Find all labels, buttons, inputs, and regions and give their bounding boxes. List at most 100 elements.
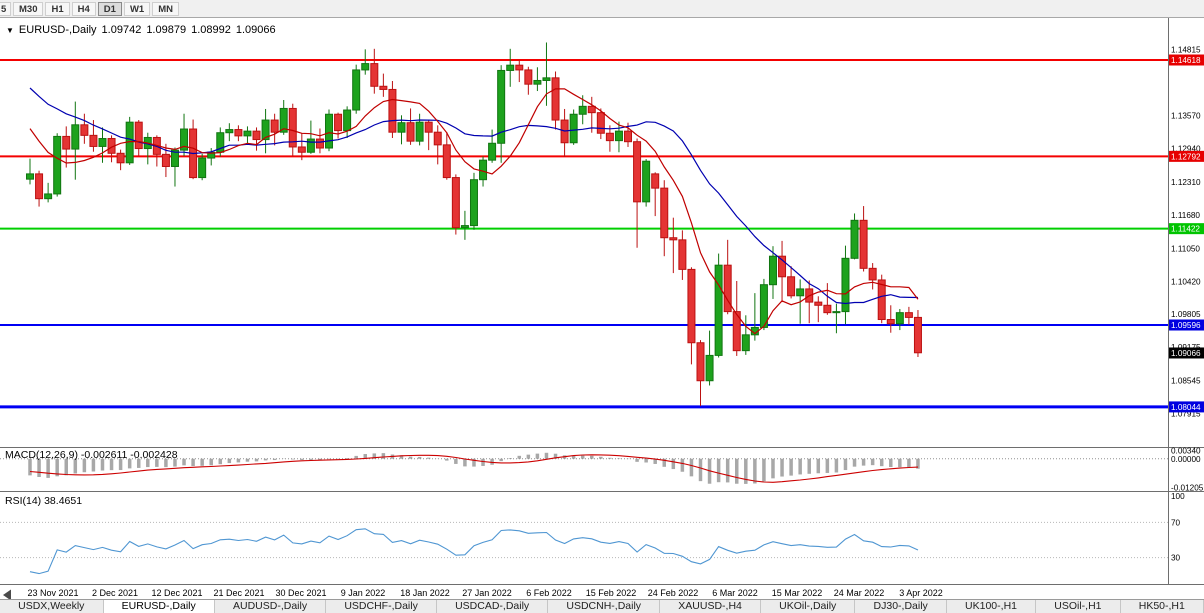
macd-axis-label: -0.01205 (1171, 484, 1204, 493)
macd-axis-label: 0.00340 (1171, 447, 1201, 456)
candle-body (488, 142, 497, 161)
timeframe-button-h4[interactable]: H4 (71, 1, 96, 16)
candle-body (325, 113, 334, 149)
candle-body (261, 119, 270, 141)
candle-body (433, 131, 442, 146)
candle-body (814, 301, 823, 306)
candle-body (497, 69, 506, 144)
candle-body (343, 109, 352, 132)
price-badge (1169, 223, 1204, 235)
chart-collapse-icon[interactable]: ▼ (6, 25, 14, 35)
candle-body (696, 342, 705, 382)
candle-body (460, 225, 469, 229)
symbol-tab-uk100-h1[interactable]: UK100-,H1 (946, 600, 1037, 613)
rsi-axis-label: 30 (1171, 554, 1181, 563)
symbol-tab-dj30-daily[interactable]: DJ30-,Daily (855, 600, 947, 613)
price-chart-canvas[interactable]: 1.14815 1.13570 1.12940 1.12310 1.11680 1.110… (0, 18, 1204, 599)
price-badge-label: 1.11422 (1171, 225, 1200, 234)
date-axis-label: 6 Feb 2022 (526, 588, 572, 598)
scroll-left-icon[interactable] (3, 589, 11, 600)
candle-body (170, 149, 179, 167)
candle-body (859, 219, 868, 269)
date-axis-label: 15 Feb 2022 (586, 588, 637, 598)
symbol-tab-usdchf-daily[interactable]: USDCHF-,Daily (326, 600, 437, 613)
candle-body (624, 130, 633, 143)
candle-body (542, 77, 551, 81)
candle-body (741, 334, 750, 352)
price-axis-label: 1.10420 (1171, 278, 1201, 287)
candle-body (98, 138, 107, 147)
date-axis-label: 24 Feb 2022 (648, 588, 699, 598)
symbol-tab-hk50-h1[interactable]: HK50-,H1 (1120, 600, 1204, 613)
candle-body (823, 304, 832, 314)
price-axis-label: 1.08545 (1171, 376, 1201, 385)
candle-body (379, 85, 388, 90)
macd-axis-label: 0.00000 (1171, 455, 1201, 464)
candle-body (442, 144, 451, 179)
candle-body (832, 311, 841, 314)
candle-body (651, 173, 660, 189)
candle-body (678, 239, 687, 270)
candle-body (515, 64, 524, 71)
candle-body (841, 257, 850, 313)
candle-body (895, 312, 904, 325)
candle-body (279, 107, 288, 133)
candle-body (116, 152, 125, 164)
candle-body (660, 187, 669, 239)
candle-body (778, 255, 787, 278)
candle-body (533, 79, 542, 85)
price-axis-label: 1.11680 (1171, 211, 1200, 220)
candle-body (614, 130, 623, 142)
price-badge-label: 1.12792 (1171, 152, 1201, 161)
symbol-tab-ukoil-daily[interactable]: UKOil-,Daily (761, 600, 856, 613)
date-axis-label: 18 Jan 2022 (400, 588, 450, 598)
timeframe-toolbar: 5 M30 H1 H4 D1 W1 MN (0, 0, 1204, 18)
rsi-line (29, 528, 919, 575)
timeframe-button-w1[interactable]: W1 (123, 1, 151, 16)
date-axis-label: 3 Apr 2022 (899, 588, 943, 598)
candle-body (53, 135, 62, 195)
symbol-tab-xauusd-h4[interactable]: XAUUSD-,H4 (660, 600, 762, 613)
candle-body (225, 129, 234, 134)
candle-body (80, 124, 89, 136)
symbol-tab-audusd-daily[interactable]: AUDUSD-,Daily (214, 600, 327, 613)
candle-body (524, 69, 533, 85)
candle-body (71, 124, 80, 150)
price-axis-label: 1.07915 (1171, 410, 1201, 419)
macd-signal-line (29, 454, 919, 483)
candle-body (596, 112, 605, 134)
price-axis-label: 1.13570 (1171, 111, 1201, 120)
price-badge-label: 1.08044 (1171, 403, 1201, 412)
timeframe-button-m30[interactable]: M30 (13, 1, 44, 16)
price-axis-label: 1.09805 (1171, 310, 1201, 319)
candle-body (642, 160, 651, 203)
candle-body (44, 193, 53, 200)
symbol-tab-usdcad-daily[interactable]: USDCAD-,Daily (436, 600, 549, 613)
timeframe-button-mn[interactable]: MN (152, 1, 179, 16)
candle-body (424, 121, 433, 133)
candle-body (306, 138, 315, 153)
candle-body (551, 77, 560, 121)
candle-body (633, 141, 642, 203)
candle-body (134, 121, 143, 150)
timeframe-button-d1[interactable]: D1 (97, 1, 122, 16)
candle-body (759, 284, 768, 328)
candle-body (469, 179, 478, 227)
price-axis-label: 1.11050 (1171, 244, 1200, 253)
date-axis-label: 15 Mar 2022 (772, 588, 823, 598)
candle-body (26, 173, 34, 180)
symbol-tab-usdx-weekly[interactable]: USDX,Weekly (0, 600, 104, 613)
symbol-tab-eurusd-daily[interactable]: EURUSD-,Daily (103, 600, 215, 613)
timeframe-button-h1[interactable]: H1 (45, 1, 70, 16)
symbol-tab-usdcnh-daily[interactable]: USDCNH-,Daily (548, 600, 661, 613)
candle-body (62, 135, 71, 150)
candle-body (732, 311, 741, 352)
candle-body (35, 173, 44, 200)
chart-area[interactable]: 1.14815 1.13570 1.12940 1.12310 1.11680 1.110… (0, 18, 1204, 599)
price-badge-label: 1.09596 (1171, 321, 1201, 330)
candle-body (234, 129, 243, 137)
timeframe-button-5[interactable]: 5 (0, 1, 11, 16)
candle-body (723, 264, 732, 313)
candle-body (198, 157, 207, 179)
symbol-tab-usoil-h1[interactable]: USOil-,H1 (1036, 600, 1121, 613)
